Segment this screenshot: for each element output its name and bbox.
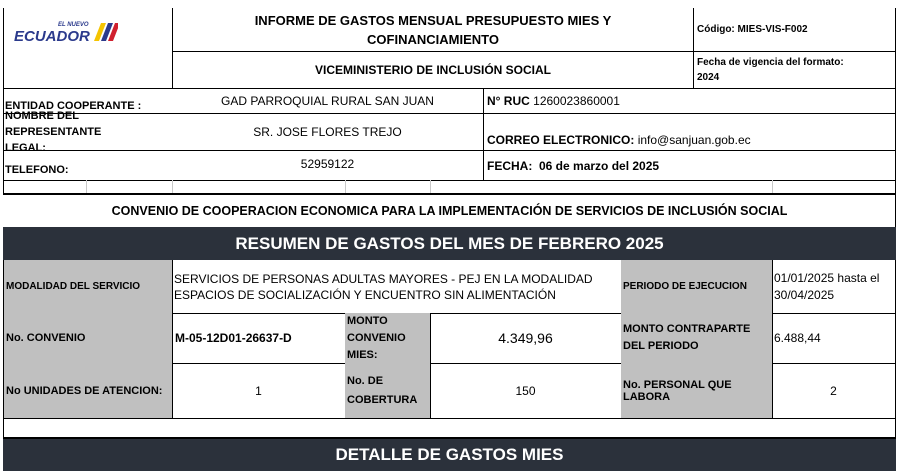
email-value[interactable]: info@sanjuan.gob.ec [637,133,751,147]
representative-label: NOMBRE DEL REPRESENTANTE LEGAL: [5,110,102,154]
report-title: INFORME DE GASTOS MENSUAL PRESUPUESTO MI… [254,12,612,47]
monto-label: MONTO CONVENIO MIES: [345,313,431,364]
agreement-title: CONVENIO DE COOPERACION ECONOMICA PARA L… [111,204,788,218]
ruc-field: N° RUC 1260023860001 [487,89,887,113]
cobertura-value: 150 [430,363,622,419]
email-label: CORREO ELECTRONICO: [487,133,635,147]
modalidad-value: SERVICIOS DE PERSONAS ADULTAS MAYORES - … [172,260,622,314]
summary-title: RESUMEN DE GASTOS DEL MES DE FEBRERO 202… [3,227,896,260]
form-code: Código: MIES-VIS-F002 [697,24,808,35]
personal-label: No. PERSONAL QUE LABORA [621,363,773,419]
date-field: FECHA: 06 de marzo del 2025 [487,151,887,180]
date-label: FECHA: [487,158,533,173]
convenio-value: M-05-12D01-26637-D [172,313,346,364]
unidades-value: 1 [172,363,346,419]
periodo-value: 01/01/2025 hasta el 30/04/2025 [772,260,896,314]
unidades-label: No UNIDADES DE ATENCION: [3,363,173,419]
modalidad-label: MODALIDAD DEL SERVICIO [3,260,173,314]
svg-text:EL NUEVO: EL NUEVO [58,22,89,28]
format-validity: Fecha de vigencia del formato: 2024 [697,57,844,83]
contraparte-value: 6.488,44 [772,313,896,364]
cobertura-label: No. DE COBERTURA [345,363,431,419]
ruc-label: N° RUC [487,94,530,108]
viceministry-title: VICEMINISTERIO DE INCLUSIÓN SOCIAL [314,63,551,77]
monto-value: 4.349,96 [430,313,622,364]
phone-label: TELEFONO: [5,164,69,176]
periodo-label: PERIODO DE EJECUCION [621,260,773,314]
ecuador-logo: EL NUEVO ECUADOR [14,16,124,46]
entity-label: ENTIDAD COOPERANTE : [5,100,142,112]
contraparte-label: MONTO CONTRAPARTE DEL PERIODO [621,313,773,364]
phone-value: 52959122 [300,157,355,171]
ruc-value: 1260023860001 [533,94,620,108]
svg-text:ECUADOR: ECUADOR [14,28,90,45]
convenio-label: No. CONVENIO [3,313,173,364]
email-field: CORREO ELECTRONICO: info@sanjuan.gob.ec [487,130,887,150]
entity-value: GAD PARROQUIAL RURAL SAN JUAN [221,94,434,108]
date-value: 06 de marzo del 2025 [539,158,660,173]
representative-value: SR. JOSE FLORES TREJO [253,125,402,139]
detail-title: DETALLE DE GASTOS MIES [3,439,896,471]
personal-value: 2 [772,363,896,419]
